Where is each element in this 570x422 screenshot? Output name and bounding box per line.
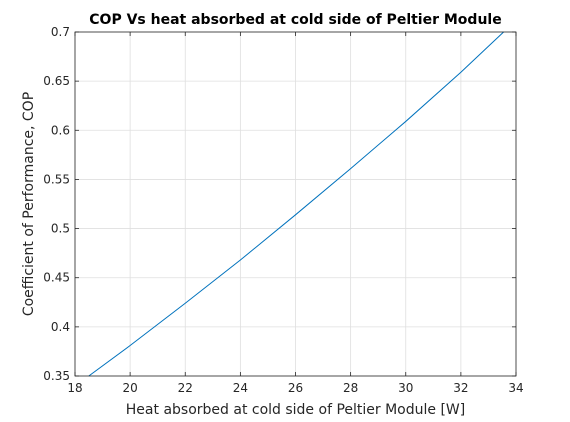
x-tick-label: 18	[67, 381, 82, 395]
x-tick-label: 20	[122, 381, 137, 395]
chart-title: COP Vs heat absorbed at cold side of Pel…	[89, 12, 501, 28]
x-tick-label: 28	[343, 381, 358, 395]
series-layer	[88, 31, 504, 377]
ticks: 18 20 22 24 26 28 30 32 34 0.35 0.4 0.45 0.5 0.55 0.6 0…	[43, 25, 523, 395]
y-axis-label: Coefficient of Performance, COP	[21, 92, 37, 316]
x-tick-label: 34	[508, 381, 523, 395]
x-tick-label: 22	[178, 381, 193, 395]
x-tick-label: 30	[398, 381, 413, 395]
x-tick-label: 24	[233, 381, 248, 395]
x-axis-label: Heat absorbed at cold side of Peltier Mo…	[126, 402, 465, 418]
y-tick-label: 0.65	[43, 74, 70, 88]
x-tick-label: 26	[288, 381, 303, 395]
y-tick-label: 0.7	[51, 25, 70, 39]
y-tick-label: 0.45	[43, 271, 70, 285]
y-tick-label: 0.35	[43, 369, 70, 383]
y-tick-label: 0.55	[43, 172, 70, 186]
y-tick-label: 0.4	[51, 320, 70, 334]
x-tick-label: 32	[453, 381, 468, 395]
series-line	[88, 31, 504, 377]
y-tick-label: 0.6	[51, 123, 70, 137]
y-tick-label: 0.5	[51, 222, 70, 236]
